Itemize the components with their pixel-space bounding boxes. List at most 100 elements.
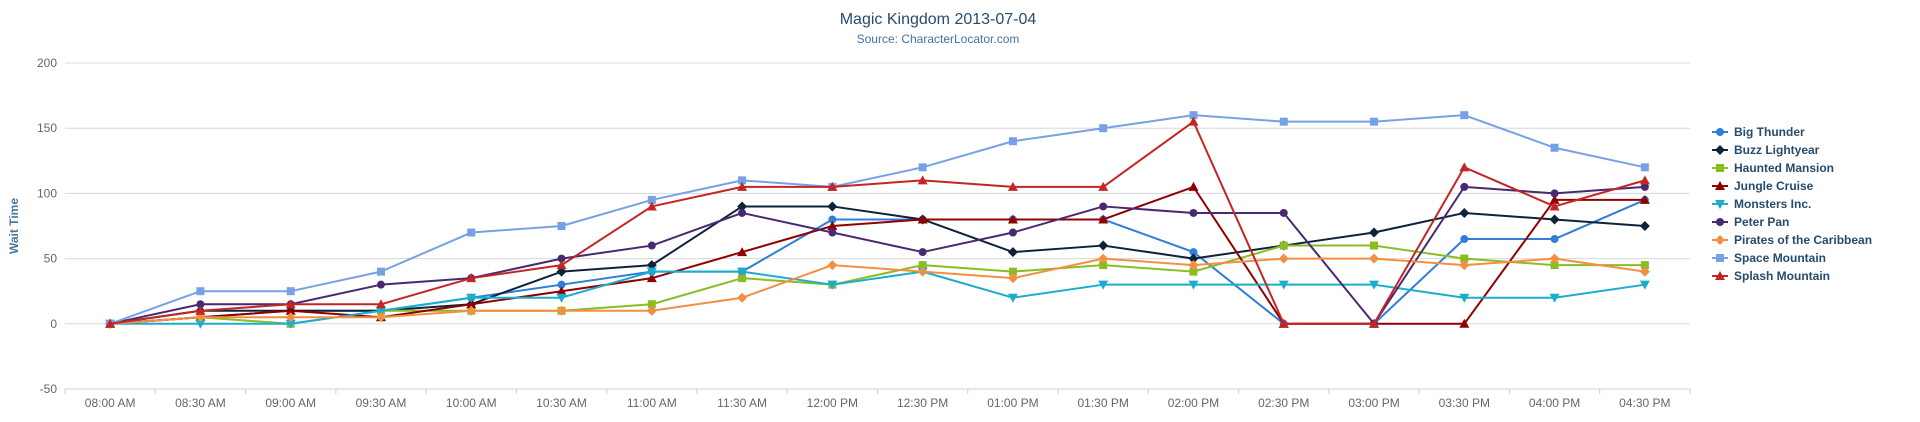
legend-item-peter-pan[interactable]: Peter Pan — [1712, 215, 1789, 229]
data-point-haunted-mansion — [1550, 261, 1559, 270]
legend-item-splash-mountain[interactable]: Splash Mountain — [1712, 269, 1830, 283]
data-point-peter-pan — [1640, 182, 1649, 191]
data-point-peter-pan — [1008, 228, 1017, 237]
data-point-space-mountain — [467, 228, 476, 237]
series-line-buzz-lightyear — [109, 205, 1645, 325]
data-point-pirates-of-the-caribbean — [827, 260, 838, 271]
data-point-splash-mountain — [917, 175, 928, 185]
data-point-buzz-lightyear — [737, 201, 748, 212]
data-point-splash-mountain — [1007, 181, 1018, 191]
data-point-space-mountain — [1460, 111, 1469, 120]
data-point-jungle-cruise — [1007, 214, 1018, 224]
data-point-haunted-mansion — [1460, 254, 1469, 263]
legend-label: Jungle Cruise — [1734, 179, 1814, 193]
x-tick-label: 10:30 AM — [536, 396, 587, 410]
legend-item-space-mountain[interactable]: Space Mountain — [1712, 251, 1826, 265]
data-point-haunted-mansion — [738, 274, 747, 283]
series-line-jungle-cruise — [110, 185, 1645, 325]
x-tick-label: 04:00 PM — [1529, 396, 1580, 410]
chart-title: Magic Kingdom 2013-07-04 — [840, 11, 1037, 28]
gridlines — [65, 62, 1690, 390]
data-point-peter-pan — [647, 241, 656, 250]
legend-item-buzz-lightyear[interactable]: Buzz Lightyear — [1712, 143, 1820, 157]
legend-marker — [1715, 200, 1725, 209]
data-point-splash-mountain — [827, 181, 838, 191]
data-point-haunted-mansion — [1189, 267, 1198, 276]
data-point-splash-mountain — [1278, 318, 1289, 328]
data-point-peter-pan — [738, 208, 747, 217]
data-point-jungle-cruise — [827, 221, 838, 230]
data-point-pirates-of-the-caribbean — [1098, 253, 1109, 264]
legend-marker — [1715, 271, 1725, 280]
data-point-monsters-inc- — [646, 267, 657, 277]
legend-item-jungle-cruise[interactable]: Jungle Cruise — [1712, 179, 1814, 193]
series-line-pirates-of-the-caribbean — [110, 257, 1646, 325]
data-point-jungle-cruise — [1098, 214, 1109, 224]
data-point-monsters-inc- — [1188, 280, 1199, 290]
data-point-big-thunder — [1189, 248, 1198, 257]
data-point-buzz-lightyear — [1459, 207, 1470, 218]
data-point-pirates-of-the-caribbean — [195, 312, 206, 323]
data-point-buzz-lightyear — [1549, 214, 1560, 225]
data-point-peter-pan — [1189, 208, 1198, 217]
x-tick-label: 03:00 PM — [1348, 396, 1399, 410]
data-point-jungle-cruise — [646, 273, 657, 283]
data-point-monsters-inc- — [1278, 280, 1289, 290]
data-point-pirates-of-the-caribbean — [1459, 260, 1470, 271]
legend-marker — [1716, 164, 1724, 172]
data-point-buzz-lightyear — [827, 201, 838, 212]
data-point-peter-pan — [1279, 208, 1288, 217]
legend-item-pirates-of-the-caribbean[interactable]: Pirates of the Caribbean — [1712, 233, 1872, 247]
x-tick-label: 01:00 PM — [987, 396, 1038, 410]
series-group — [105, 111, 1650, 329]
data-point-jungle-cruise — [466, 299, 477, 309]
data-point-pirates-of-the-caribbean — [1639, 266, 1650, 277]
data-point-pirates-of-the-caribbean — [646, 305, 657, 316]
data-point-buzz-lightyear — [556, 266, 567, 277]
data-point-splash-mountain — [285, 299, 296, 309]
x-tick-label: 11:00 AM — [627, 396, 677, 410]
legend-item-haunted-mansion[interactable]: Haunted Mansion — [1712, 161, 1834, 175]
y-axis-ticks: -50 0 50 100 150 200 — [37, 56, 57, 396]
data-point-haunted-mansion — [918, 261, 927, 270]
data-point-peter-pan — [196, 300, 205, 309]
legend-label: Haunted Mansion — [1734, 161, 1834, 175]
legend-label: Monsters Inc. — [1734, 197, 1811, 211]
data-point-monsters-inc- — [466, 293, 477, 303]
data-point-splash-mountain — [375, 299, 386, 309]
data-point-splash-mountain — [1369, 318, 1380, 328]
data-point-monsters-inc- — [1369, 280, 1380, 290]
data-point-jungle-cruise — [917, 214, 928, 224]
y-tick-label: 100 — [37, 186, 57, 200]
data-point-big-thunder — [828, 215, 837, 224]
data-point-peter-pan — [1460, 182, 1469, 191]
data-point-peter-pan — [918, 248, 927, 257]
data-point-space-mountain — [1008, 137, 1017, 146]
legend-marker — [1716, 128, 1724, 136]
data-point-space-mountain — [1370, 117, 1379, 126]
data-point-splash-mountain — [195, 305, 206, 315]
legend-item-big-thunder[interactable]: Big Thunder — [1712, 125, 1805, 139]
legend-label: Pirates of the Caribbean — [1734, 233, 1872, 247]
data-point-peter-pan — [1099, 202, 1108, 211]
data-point-jungle-cruise — [737, 247, 748, 257]
x-tick-label: 08:30 AM — [175, 396, 226, 410]
data-point-buzz-lightyear — [1639, 221, 1650, 231]
data-point-buzz-lightyear — [1098, 240, 1109, 251]
y-tick-label: 50 — [44, 252, 58, 266]
data-point-jungle-cruise — [556, 286, 567, 296]
legend-label: Space Mountain — [1734, 251, 1826, 265]
data-point-big-thunder — [1460, 235, 1469, 244]
legend-item-monsters-inc-[interactable]: Monsters Inc. — [1712, 197, 1811, 211]
data-point-haunted-mansion — [1099, 261, 1108, 270]
series-line-monsters-inc- — [110, 270, 1646, 325]
data-point-space-mountain — [557, 222, 566, 230]
legend-label: Peter Pan — [1734, 215, 1789, 229]
data-point-space-mountain — [1189, 111, 1198, 120]
data-point-space-mountain — [738, 176, 747, 185]
data-point-monsters-inc- — [1639, 280, 1650, 290]
data-point-haunted-mansion — [1640, 261, 1649, 270]
data-point-haunted-mansion — [647, 300, 656, 309]
data-point-monsters-inc- — [1549, 293, 1560, 303]
data-point-splash-mountain — [646, 201, 657, 211]
